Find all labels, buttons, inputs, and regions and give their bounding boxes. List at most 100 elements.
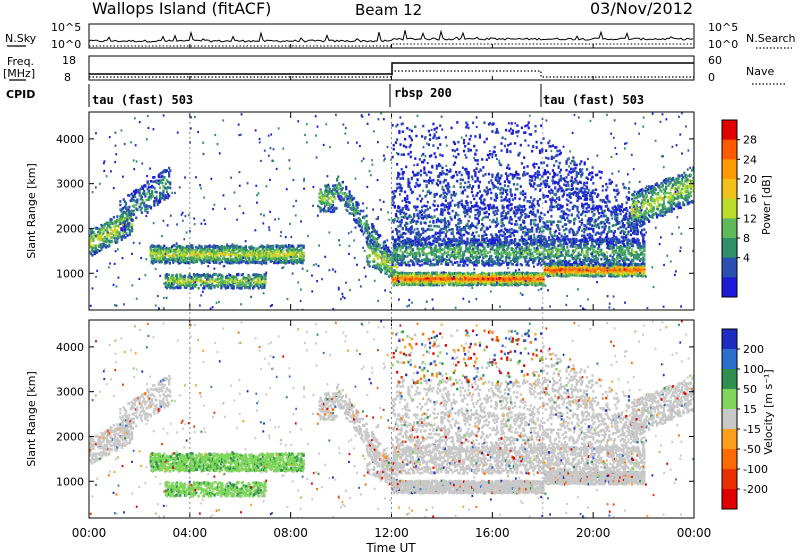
power-cell xyxy=(257,254,260,258)
power-cell xyxy=(219,281,222,284)
power-cell xyxy=(478,274,482,277)
power-cell xyxy=(265,246,268,249)
power-cell xyxy=(231,287,234,290)
power-cell xyxy=(210,250,213,253)
power-cell xyxy=(456,282,459,285)
power-cell xyxy=(207,274,210,278)
power-cell xyxy=(405,274,408,277)
power-cell xyxy=(227,276,230,280)
power-cell xyxy=(107,224,110,228)
power-cell xyxy=(221,282,224,286)
power-cell xyxy=(520,279,524,283)
power-cell xyxy=(494,272,497,275)
power-cell xyxy=(283,245,286,248)
power-cell xyxy=(397,246,400,249)
power-cell xyxy=(218,247,221,250)
power-cell xyxy=(491,278,494,282)
power-cell xyxy=(173,286,176,290)
power-cell xyxy=(120,214,123,217)
power-cell xyxy=(367,255,370,258)
power-cell xyxy=(123,227,126,230)
power-cell xyxy=(400,273,403,277)
power-cell xyxy=(208,259,211,262)
power-cell xyxy=(415,254,418,258)
power-cell xyxy=(372,237,375,241)
power-cell xyxy=(568,274,571,278)
power-cell xyxy=(295,261,299,265)
power-cell xyxy=(207,285,210,288)
power-cell xyxy=(335,185,338,189)
power-cell xyxy=(406,282,409,286)
power-cell xyxy=(210,253,213,257)
power-cell xyxy=(374,254,377,257)
power-cell xyxy=(467,274,470,278)
power-cell xyxy=(302,251,305,255)
freq-unit: [MHz] xyxy=(3,67,35,80)
power-cell xyxy=(444,282,448,285)
power-cell xyxy=(236,246,240,250)
power-cell xyxy=(162,170,165,174)
power-cell xyxy=(394,278,398,282)
power-cell xyxy=(122,198,125,201)
power-cell xyxy=(236,284,239,288)
power-cell xyxy=(462,272,466,276)
power-cell xyxy=(567,269,570,273)
power-cell xyxy=(216,245,219,249)
power-cell xyxy=(290,250,293,254)
power-cell xyxy=(363,222,366,226)
power-cell xyxy=(477,274,480,277)
power-cell xyxy=(225,260,228,264)
power-cell xyxy=(151,249,154,252)
power-cell xyxy=(374,230,377,234)
power-cell xyxy=(251,247,254,250)
power-cell xyxy=(585,274,588,277)
power-cell xyxy=(120,238,123,241)
power-cell xyxy=(253,254,257,258)
power-cell xyxy=(165,196,168,199)
power-cell xyxy=(178,249,182,252)
power-cell xyxy=(136,201,139,204)
power-cell xyxy=(160,171,163,175)
power-cell xyxy=(197,275,200,278)
power-cell xyxy=(399,271,402,275)
power-cell xyxy=(110,218,113,222)
power-cell xyxy=(166,280,170,284)
power-cell xyxy=(461,272,465,276)
power-cell xyxy=(371,226,374,229)
power-cell xyxy=(197,279,200,283)
power-cell xyxy=(388,274,392,278)
power-cell xyxy=(284,254,287,258)
power-cell xyxy=(445,273,449,276)
power-cell xyxy=(277,261,280,264)
power-cell xyxy=(500,281,503,285)
power-cell xyxy=(438,273,441,277)
power-cell xyxy=(151,184,154,188)
power-cell xyxy=(566,265,569,269)
power-cell xyxy=(190,277,193,281)
power-cell xyxy=(604,271,607,275)
power-cell xyxy=(219,259,223,262)
power-cell xyxy=(591,272,594,276)
power-cell xyxy=(158,191,162,195)
power-cell xyxy=(99,230,102,234)
power-cell xyxy=(159,259,162,263)
power-cell xyxy=(95,226,99,230)
power-cell xyxy=(215,283,218,287)
power-cell xyxy=(398,237,401,241)
power-cell xyxy=(585,265,588,269)
power-cell xyxy=(109,236,112,239)
power-cell xyxy=(440,274,443,277)
power-cell xyxy=(214,258,217,262)
power-cell xyxy=(531,275,534,279)
power-cell xyxy=(257,258,260,261)
power-cell xyxy=(400,263,403,267)
power-cell xyxy=(405,263,408,267)
power-cell xyxy=(343,203,347,207)
power-cell xyxy=(100,243,103,246)
power-cell xyxy=(444,273,448,276)
power-cell xyxy=(411,282,415,286)
power-cell xyxy=(508,276,511,280)
power-cell xyxy=(244,245,247,248)
power-cell xyxy=(419,281,423,285)
power-cell xyxy=(286,250,289,253)
